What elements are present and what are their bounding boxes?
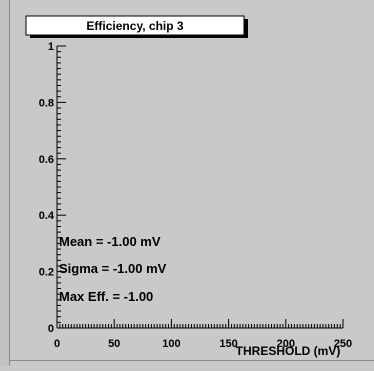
x-tick-label: 100 — [162, 338, 180, 350]
annotation-max-eff: Max Eff. = -1.00 — [59, 289, 153, 304]
annotation-mean: Mean = -1.00 mV — [59, 234, 161, 249]
x-axis-ticks: 0 50 100 150 200 250 — [54, 319, 352, 350]
y-tick-label: 1 — [48, 41, 54, 53]
y-tick-label: 0.8 — [39, 97, 54, 109]
x-tick-label: 0 — [54, 338, 60, 350]
x-tick-label: 200 — [277, 338, 295, 350]
axes — [56, 46, 343, 329]
x-tick-label: 250 — [334, 338, 352, 350]
x-axis-label: THRESHOLD (mV) — [236, 344, 341, 358]
annotation-sigma: Sigma = -1.00 mV — [59, 261, 167, 276]
left-panel-edge — [0, 0, 9, 366]
y-tick-label: 0 — [48, 323, 54, 335]
y-tick-label: 0.2 — [39, 267, 54, 279]
title-box — [25, 15, 245, 36]
y-tick-label: 0.6 — [39, 154, 54, 166]
x-tick-label: 50 — [108, 338, 120, 350]
y-axis-ticks: 0 0.2 0.4 0.6 0.8 1 — [39, 41, 66, 335]
chart-title: Efficiency, chip 3 — [86, 19, 183, 33]
x-tick-label: 150 — [219, 338, 237, 350]
y-tick-label: 0.4 — [39, 210, 55, 222]
